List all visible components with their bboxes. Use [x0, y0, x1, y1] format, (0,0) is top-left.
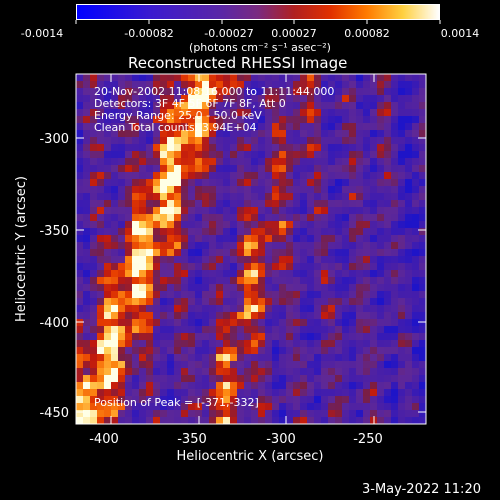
peak-position-label: Position of Peak = [-371,-332]: [94, 396, 259, 409]
x-tick-label: -400: [89, 432, 119, 447]
info-time-range: 20-Nov-2002 11:08:16.000 to 11:11:44.000: [94, 85, 335, 98]
y-axis-label: Heliocentric Y (arcsec): [14, 176, 29, 322]
y-tick-label: -300: [39, 132, 69, 147]
y-tick-label: -450: [39, 406, 69, 421]
y-tick-label: -400: [39, 316, 69, 331]
colorbar-unit-label: (photons cm⁻² s⁻¹ asec⁻²): [189, 41, 331, 54]
plot-title: Reconstructed RHESSI Image: [128, 54, 348, 72]
x-tick-label: -350: [177, 432, 207, 447]
rhessi-heatmap: [76, 74, 426, 424]
info-energy-range: Energy Range: 25.0 - 50.0 keV: [94, 109, 262, 122]
info-detectors: Detectors: 3F 4F 5F 6F 7F 8F, Att 0: [94, 97, 286, 110]
y-ticks: [76, 137, 426, 413]
colorbar-tick: -0.00027: [204, 27, 253, 40]
x-tick-label: -250: [353, 432, 383, 447]
colorbar-tick: -0.0014: [21, 27, 63, 40]
colorbar-axis: -0.0014 -0.00082 -0.00027 0.00027 0.0008…: [21, 20, 480, 54]
x-axis-label: Heliocentric X (arcsec): [177, 449, 324, 464]
colorbar-tick: 0.00082: [344, 27, 390, 40]
x-tick-label: -300: [266, 432, 296, 447]
colorbar-tick: -0.00082: [124, 27, 173, 40]
colorbar: [76, 4, 440, 20]
y-tick-label: -350: [39, 224, 69, 239]
colorbar-tick: 0.0014: [441, 27, 480, 40]
timestamp: 3-May-2022 11:20: [362, 482, 481, 497]
colorbar-tick: 0.00027: [271, 27, 317, 40]
rhessi-image: [76, 74, 426, 424]
x-ticks: [110, 74, 375, 424]
info-clean-counts: Clean Total counts: 3.94E+04: [94, 121, 257, 134]
